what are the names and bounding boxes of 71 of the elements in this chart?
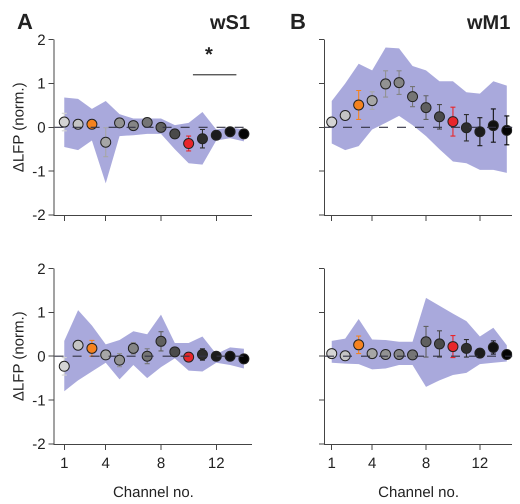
point [210,350,222,362]
point [128,342,139,354]
x-axis-title: Channel no. [378,484,460,501]
chart-title: wM1 [466,12,510,34]
point [353,99,364,110]
y-axis-title: ΔLFP (norm.) [10,311,28,402]
x-tick-label: 1 [60,454,68,472]
y-tick-label: -2 [32,436,46,454]
point [224,126,236,138]
point [340,110,351,121]
point [474,126,486,138]
y-tick-label: 1 [37,304,46,322]
point [114,354,126,366]
annotation: * [205,44,213,66]
text: B [290,9,306,34]
point [447,341,458,352]
point [434,111,445,122]
y-axis-title: ΔLFP (norm.) [10,82,28,172]
y-tick-label: 0 [37,120,46,137]
point [434,338,445,350]
point [380,78,392,90]
y-tick-label: 2 [37,260,46,278]
point [100,349,112,360]
x-axis-title: Channel no. [112,484,194,501]
x-tick-label: 12 [208,454,225,472]
point [238,353,250,364]
point [100,136,112,148]
x-tick-label: 4 [102,454,110,472]
y-tick-label: 2 [37,32,46,49]
y-tick-label: -1 [32,163,46,180]
point [196,133,208,144]
x-tick-label: 12 [472,454,488,472]
x-tick-label: 4 [368,454,376,472]
point [58,116,70,128]
point [72,340,84,351]
point [326,116,338,128]
point [156,336,166,347]
chart-title: wS1 [209,12,250,34]
point [210,130,222,141]
point [366,348,378,360]
point [156,122,166,133]
x-tick-label: 1 [328,454,336,472]
point [407,91,418,102]
point [394,77,405,88]
point [142,116,153,128]
point [183,138,194,150]
point [58,360,70,372]
x-tick-label: 8 [422,454,430,472]
point [353,339,364,350]
point [420,336,432,348]
text: A [17,9,33,34]
point [169,346,180,358]
y-tick-label: -1 [32,392,46,410]
point [407,349,418,360]
point [114,117,126,128]
point [460,342,472,354]
point [460,122,472,134]
point [447,116,458,128]
y-tick-label: 0 [37,348,46,366]
point [224,350,236,362]
x-tick-label: 8 [156,454,166,472]
point [169,128,180,140]
point [86,342,98,354]
point [238,128,250,140]
point [366,95,378,106]
point [488,342,499,353]
y-tick-label: 1 [37,76,46,93]
point [86,118,98,130]
y-tick-label: -2 [32,207,46,224]
point [420,102,432,114]
point [474,348,486,359]
